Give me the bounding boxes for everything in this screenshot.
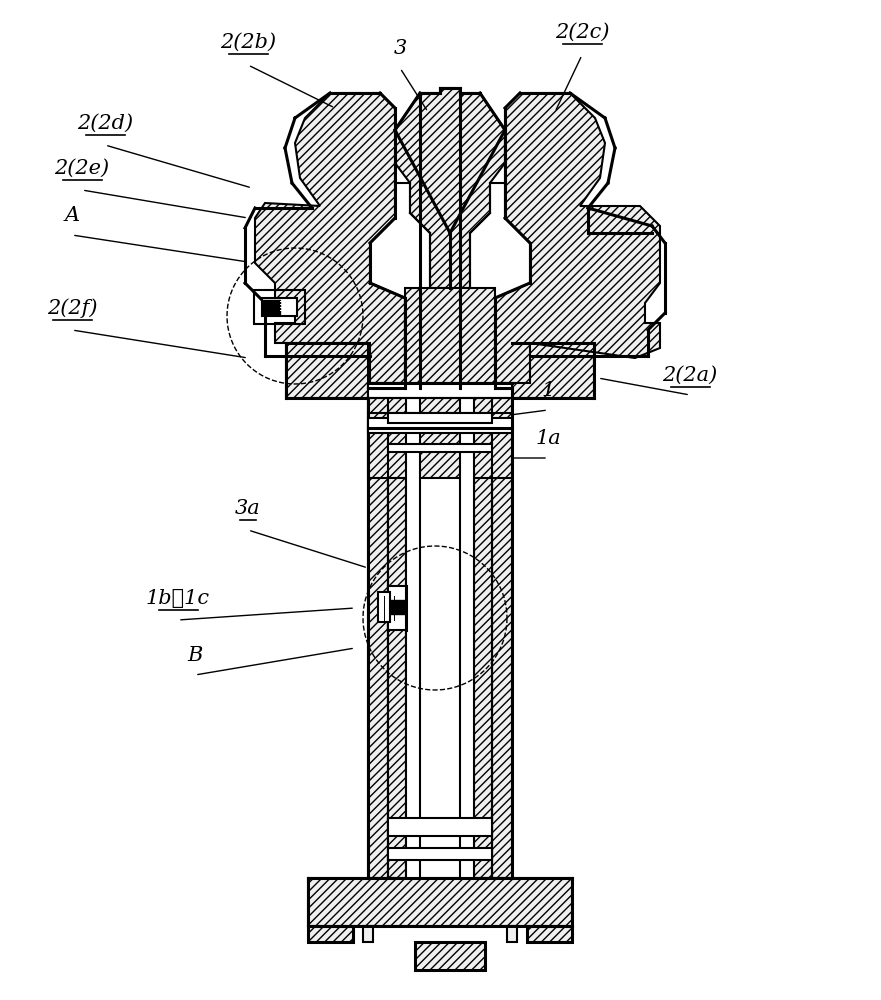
Polygon shape [388, 388, 406, 878]
Polygon shape [405, 288, 495, 388]
Bar [388, 818, 492, 836]
Text: 1b、1c: 1b、1c [146, 589, 210, 608]
Bar [415, 942, 485, 970]
Bar [262, 298, 297, 316]
Bar [388, 848, 492, 860]
Bar [363, 926, 373, 942]
Bar [262, 300, 280, 314]
Bar [254, 290, 305, 324]
Bar [378, 592, 390, 622]
Bar [460, 388, 474, 878]
Text: 2(2f): 2(2f) [47, 298, 97, 318]
Polygon shape [492, 388, 512, 878]
Bar [388, 444, 492, 452]
Polygon shape [286, 343, 368, 398]
Bar [308, 926, 353, 942]
Bar [406, 388, 420, 878]
Bar [388, 413, 492, 423]
Polygon shape [395, 88, 505, 288]
Bar [368, 418, 512, 433]
Polygon shape [368, 383, 512, 478]
Text: 2(2c): 2(2c) [555, 23, 610, 42]
Polygon shape [474, 388, 492, 878]
Polygon shape [420, 388, 460, 878]
Text: A: A [64, 206, 79, 225]
Text: 2(2a): 2(2a) [663, 366, 718, 385]
Text: 2(2e): 2(2e) [55, 159, 109, 178]
Text: B: B [188, 646, 203, 665]
Polygon shape [512, 343, 594, 398]
Bar [460, 388, 474, 878]
Text: 2(2d): 2(2d) [77, 114, 133, 133]
Text: 1a: 1a [535, 429, 561, 448]
Text: 1: 1 [542, 381, 555, 400]
Bar [527, 926, 572, 942]
Polygon shape [495, 93, 660, 383]
Text: 3a: 3a [235, 499, 261, 518]
Bar [378, 600, 406, 614]
Bar [388, 586, 406, 630]
Polygon shape [308, 878, 572, 926]
Text: 3: 3 [394, 39, 407, 58]
Text: 2(2b): 2(2b) [220, 33, 276, 52]
Bar [368, 383, 512, 398]
Polygon shape [255, 93, 405, 383]
Bar [507, 926, 517, 942]
Bar [406, 388, 474, 878]
Polygon shape [368, 388, 388, 878]
Bar [406, 388, 420, 878]
